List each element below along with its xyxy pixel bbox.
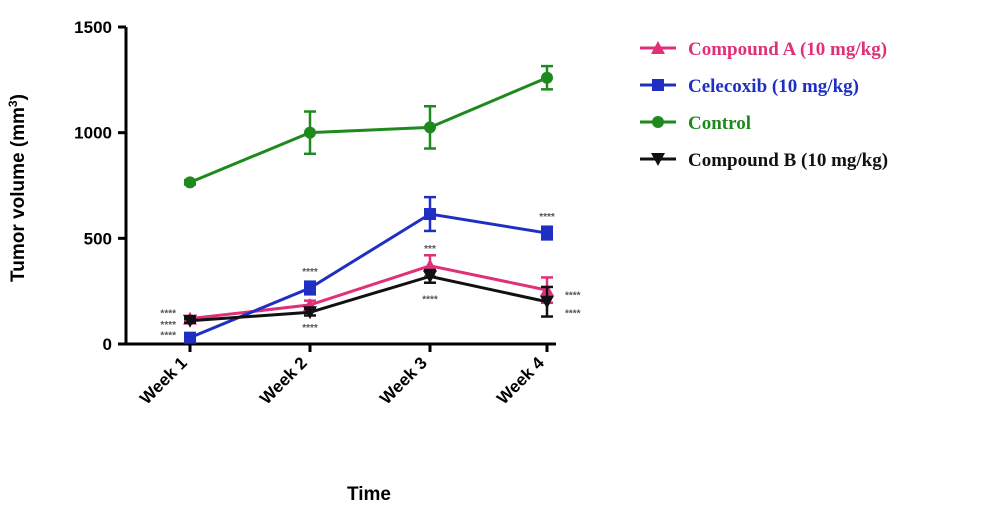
significance-mark: **** <box>302 323 318 334</box>
legend-label: Celecoxib (10 mg/kg) <box>688 76 859 97</box>
y-axis-title-suffix: ) <box>8 94 29 100</box>
y-tick-label: 1000 <box>74 124 112 143</box>
series-line <box>189 212 548 340</box>
legend-label: Control <box>688 113 751 134</box>
legend-marker <box>652 79 664 91</box>
data-point <box>304 281 316 294</box>
y-axis-title: Tumor volume (mm3) <box>6 94 29 282</box>
series-compound-b-10-mg-kg <box>183 268 554 328</box>
series-line <box>189 264 548 321</box>
data-point <box>424 208 436 221</box>
series-line <box>189 76 548 184</box>
significance-mark: **** <box>539 212 555 223</box>
series-control <box>184 64 553 189</box>
legend-marker <box>652 116 664 128</box>
data-point <box>184 176 196 189</box>
data-point <box>423 270 437 284</box>
series-line <box>189 274 548 323</box>
data-point <box>183 314 197 328</box>
legend-item-compound-b-10-mg-kg: Compound B (10 mg/kg) <box>640 150 888 171</box>
significance-mark: **** <box>565 308 581 319</box>
significance-annotations: *************************************** <box>160 212 580 341</box>
data-point <box>304 126 316 139</box>
legend-item-celecoxib-10-mg-kg: Celecoxib (10 mg/kg) <box>640 76 859 97</box>
significance-mark: **** <box>302 267 318 278</box>
y-tick-label: 0 <box>103 335 112 354</box>
legend-marker <box>651 153 665 166</box>
y-axis-title-main: Tumor volume (mm <box>8 107 29 282</box>
legend-item-compound-a-10-mg-kg: Compound A (10 mg/kg) <box>640 39 887 60</box>
y-axis-title-superscript: 3 <box>6 100 20 107</box>
x-axis-title: Time <box>347 484 391 505</box>
significance-mark: **** <box>160 330 176 341</box>
significance-mark: *** <box>424 244 436 255</box>
legend-item-control: Control <box>640 113 751 134</box>
x-ticks: Week 1 Week 2 Week 3 Week 4 <box>136 344 549 408</box>
data-point <box>184 331 196 344</box>
legend-label: Compound B (10 mg/kg) <box>688 150 888 171</box>
y-ticks: 0 500 1000 1500 <box>74 18 126 354</box>
axes <box>124 27 556 346</box>
significance-mark: **** <box>422 295 438 306</box>
y-tick-label: 500 <box>84 229 112 248</box>
series <box>183 64 554 344</box>
data-point <box>423 258 437 272</box>
y-tick-label: 1500 <box>74 18 112 37</box>
data-point <box>303 306 317 320</box>
significance-mark: **** <box>160 308 176 319</box>
legend-marker <box>651 41 665 54</box>
significance-mark: **** <box>565 290 581 301</box>
x-tick-label: Week 3 <box>376 353 431 408</box>
x-tick-label: Week 4 <box>493 353 548 408</box>
data-point <box>541 71 553 84</box>
data-point <box>541 227 553 240</box>
significance-mark: **** <box>160 320 176 331</box>
data-point <box>540 295 554 309</box>
legend-label: Compound A (10 mg/kg) <box>688 39 887 60</box>
series-celecoxib-10-mg-kg <box>184 195 553 344</box>
data-point <box>424 121 436 134</box>
legend: Compound A (10 mg/kg) Celecoxib (10 mg/kg… <box>640 39 888 171</box>
x-tick-label: Week 2 <box>256 353 311 408</box>
x-tick-label: Week 1 <box>136 353 191 408</box>
